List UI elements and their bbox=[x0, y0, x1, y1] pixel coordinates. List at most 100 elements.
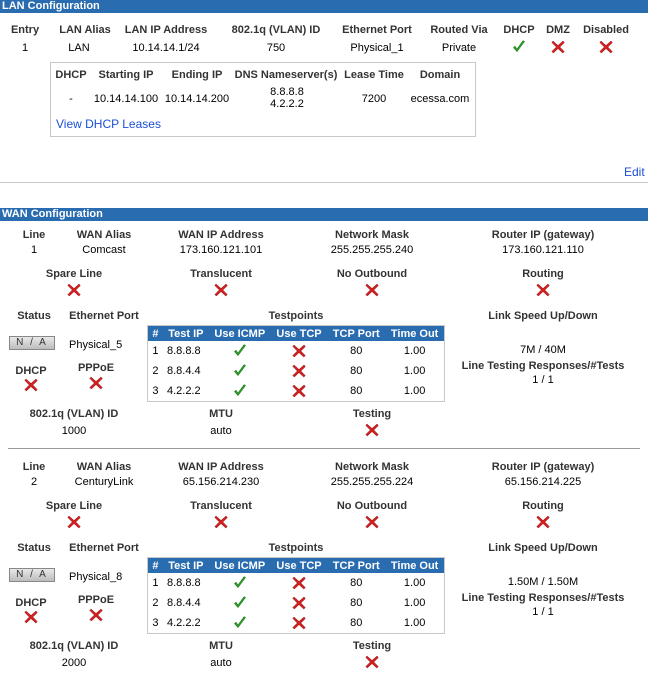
dhcp-col-domain: Domain bbox=[419, 69, 461, 81]
line1-mask-label: Network Mask bbox=[335, 229, 409, 241]
line1-ip: 173.160.121.101 bbox=[179, 244, 263, 256]
line1-routing-label: Routing bbox=[522, 268, 564, 280]
line2-vlan: 2000 bbox=[61, 657, 87, 669]
tp-port: 80 bbox=[350, 577, 363, 589]
lan-edit-link[interactable]: Edit bbox=[624, 165, 645, 179]
line2-mask-label: Network Mask bbox=[335, 461, 409, 473]
line2-translucent-x-icon bbox=[214, 515, 228, 529]
lan-disabled-x-icon bbox=[599, 40, 613, 54]
line2-alias: CenturyLink bbox=[74, 476, 134, 488]
dhcp-ending-ip: 10.14.14.200 bbox=[164, 93, 230, 105]
line1-line-testing-label: Line Testing Responses/#Tests bbox=[461, 360, 625, 372]
tp-port: 80 bbox=[350, 385, 363, 397]
line2-routing-label: Routing bbox=[522, 500, 564, 512]
tp-icmp-check-icon bbox=[209, 573, 271, 593]
dhcp-col-end: Ending IP bbox=[171, 69, 223, 81]
lan-ethernet-port: Physical_1 bbox=[350, 42, 404, 54]
line1-mask: 255.255.255.240 bbox=[330, 244, 414, 256]
tp-col-tcp: Use TCP bbox=[270, 325, 328, 341]
lan-alias: LAN bbox=[68, 42, 90, 54]
tp-timeout: 1.00 bbox=[403, 577, 426, 589]
dhcp-col-dhcp: DHCP bbox=[55, 69, 87, 81]
line1-spare-label: Spare Line bbox=[45, 268, 103, 280]
lan-routed-via: Private bbox=[441, 42, 477, 54]
tp-timeout: 1.00 bbox=[403, 365, 426, 377]
line1-ethernet-port: Physical_5 bbox=[69, 339, 123, 351]
line1-translucent-x-icon bbox=[214, 283, 228, 297]
line1-ip-label: WAN IP Address bbox=[178, 229, 264, 241]
line1-vlan-label: 802.1q (VLAN) ID bbox=[29, 408, 119, 420]
line2-mtu-label: MTU bbox=[209, 640, 233, 652]
tp-icmp-check-icon bbox=[209, 593, 271, 613]
line1-line-testing: 1 / 1 bbox=[532, 374, 554, 386]
line1-ethernet-port-label: Ethernet Port bbox=[69, 310, 139, 322]
lan-section-header: LAN Configuration bbox=[0, 0, 648, 13]
dhcp-domain: ecessa.com bbox=[410, 93, 470, 105]
line2-line-label: Line bbox=[22, 461, 46, 473]
line2-translucent-label: Translucent bbox=[190, 500, 252, 512]
tp-icmp-check-icon bbox=[209, 613, 271, 634]
line2-vlan-label: 802.1q (VLAN) ID bbox=[29, 640, 119, 652]
tp-row: 2 8.8.4.4 80 1.00 bbox=[148, 593, 445, 613]
tp-num: 3 bbox=[152, 385, 159, 397]
line2-spare-x-icon bbox=[67, 515, 81, 529]
tp-tcp-x-icon bbox=[271, 341, 327, 361]
tp-col-tcp: Use TCP bbox=[270, 557, 328, 573]
tp-col-ip: Test IP bbox=[162, 557, 209, 573]
view-dhcp-leases-link[interactable]: View DHCP Leases bbox=[56, 117, 161, 131]
tp-timeout: 1.00 bbox=[403, 345, 426, 357]
line1-alias-label: WAN Alias bbox=[76, 229, 132, 241]
line1-no-outbound-x-icon bbox=[365, 283, 379, 297]
tp-col-num: # bbox=[147, 325, 163, 341]
tp-timeout: 1.00 bbox=[403, 385, 426, 397]
tp-col-icmp: Use ICMP bbox=[208, 325, 271, 341]
lan-col-alias: LAN Alias bbox=[59, 24, 111, 36]
tp-icmp-check-icon bbox=[209, 381, 271, 402]
line2-line-testing-label: Line Testing Responses/#Tests bbox=[461, 592, 625, 604]
lan-col-entry: Entry bbox=[10, 24, 40, 36]
line2-dhcp-x-icon bbox=[24, 610, 38, 624]
tp-col-ip: Test IP bbox=[162, 325, 209, 341]
line1-testing-label: Testing bbox=[352, 408, 392, 420]
tp-col-num: # bbox=[147, 557, 163, 573]
line2-ethernet-port: Physical_8 bbox=[69, 571, 123, 583]
lan-dmz-x-icon bbox=[551, 40, 565, 54]
dhcp-value: - bbox=[69, 93, 73, 105]
dhcp-col-lease: Lease Time bbox=[344, 69, 404, 81]
tp-row: 3 4.2.2.2 80 1.00 bbox=[148, 613, 445, 634]
line1-dhcp-label: DHCP bbox=[15, 365, 47, 377]
tp-num: 1 bbox=[152, 577, 159, 589]
tp-port: 80 bbox=[350, 617, 363, 629]
tp-col-timeout: Time Out bbox=[385, 325, 445, 341]
dhcp-col-dns: DNS Nameserver(s) bbox=[234, 69, 338, 81]
tp-port: 80 bbox=[350, 597, 363, 609]
tp-row: 1 8.8.8.8 80 1.00 bbox=[148, 573, 445, 593]
dhcp-lease-time: 7200 bbox=[361, 93, 387, 105]
line2-routing-x-icon bbox=[536, 515, 550, 529]
line1-dhcp-x-icon bbox=[24, 378, 38, 392]
tp-col-timeout: Time Out bbox=[385, 557, 445, 573]
tp-col-port: TCP Port bbox=[327, 557, 386, 573]
line2-testing-x-icon bbox=[365, 655, 379, 669]
line2-gateway-label: Router IP (gateway) bbox=[491, 461, 595, 473]
line1-mtu-label: MTU bbox=[209, 408, 233, 420]
tp-num: 3 bbox=[152, 617, 159, 629]
tp-icmp-check-icon bbox=[209, 361, 271, 381]
dhcp-dns-1: 8.8.8.8 bbox=[270, 86, 304, 98]
tp-timeout: 1.00 bbox=[403, 617, 426, 629]
line1-line-number: 1 bbox=[30, 244, 38, 256]
line1-pppoe-x-icon bbox=[89, 376, 103, 390]
lan-col-dmz: DMZ bbox=[546, 24, 570, 36]
line1-gateway-label: Router IP (gateway) bbox=[491, 229, 595, 241]
line2-ethernet-port-label: Ethernet Port bbox=[69, 542, 139, 554]
line1-mtu: auto bbox=[210, 425, 232, 437]
line2-status-label: Status bbox=[17, 542, 51, 554]
line2-mtu: auto bbox=[210, 657, 232, 669]
tp-ip: 8.8.4.4 bbox=[166, 597, 201, 609]
lan-divider bbox=[0, 182, 648, 183]
line2-pppoe-x-icon bbox=[89, 608, 103, 622]
line2-testpoints-label: Testpoints bbox=[268, 542, 324, 554]
tp-icmp-check-icon bbox=[209, 341, 271, 361]
tp-num: 2 bbox=[152, 365, 159, 377]
tp-ip: 8.8.4.4 bbox=[166, 365, 201, 377]
